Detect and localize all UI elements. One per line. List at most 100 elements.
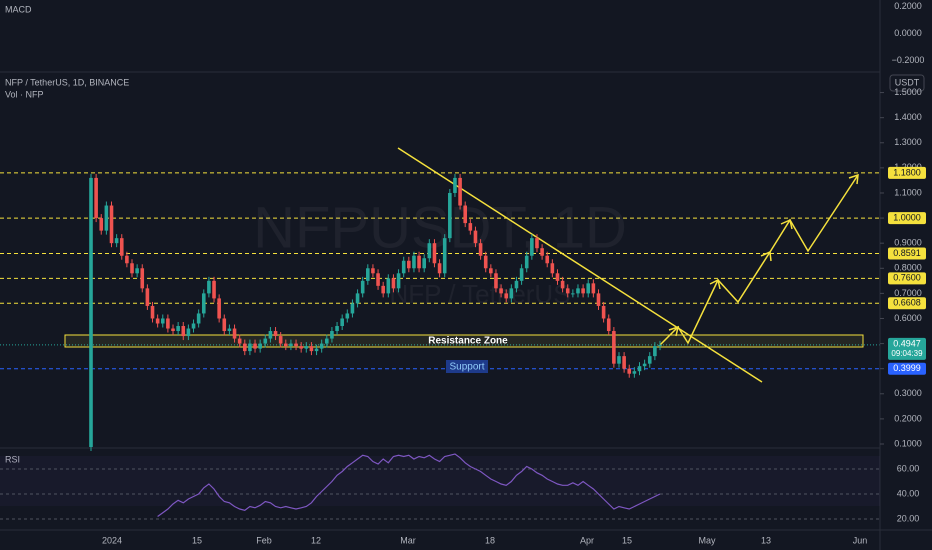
currency-box[interactable] [889, 74, 925, 92]
candle-body [647, 356, 652, 364]
watermark-sub: NFP / TetherUS [389, 279, 570, 309]
candle-body [366, 268, 370, 281]
level-tag-label: 0.8591 [893, 248, 921, 258]
candle-body [627, 368, 632, 374]
currency[interactable]: USDT [895, 77, 920, 87]
candle-body [227, 328, 232, 332]
candle-body [524, 255, 529, 269]
candle-body [514, 280, 519, 289]
level-tag [888, 297, 926, 310]
y-tick-label: 1.5000 [894, 87, 922, 97]
candle-body [145, 288, 150, 306]
y-tick-label: 1.4000 [894, 112, 922, 122]
arrowhead [780, 218, 793, 230]
candle-body [109, 205, 114, 244]
candle-body [237, 338, 242, 344]
x-tick-label: Feb [256, 535, 272, 545]
candle-body [407, 260, 411, 269]
y-tick-label: 0.1000 [894, 438, 922, 448]
support-label: Support [449, 362, 484, 373]
y-tick-label: 1.1000 [894, 187, 922, 197]
candle-body [412, 255, 416, 269]
candle-body [345, 313, 350, 319]
level-tag-label: 0.6608 [893, 298, 921, 308]
candle-body [304, 346, 309, 349]
candle-body [360, 280, 365, 294]
candle-body [371, 268, 375, 274]
candle-body [473, 230, 478, 244]
candle-body [104, 205, 109, 231]
arrowhead [760, 250, 772, 262]
watermark: NFPUSDT, 1D [253, 195, 627, 260]
candle-body [504, 293, 509, 299]
candle-body [89, 177, 93, 447]
candle-body [601, 305, 606, 319]
x-tick-label: 2024 [102, 535, 122, 545]
candle-body [545, 255, 550, 264]
candle-body [381, 285, 385, 294]
y-tick-label: 0.6000 [894, 313, 922, 323]
candle-body [201, 293, 206, 314]
macd-tick-label: 0.0000 [894, 28, 922, 38]
candle-body [586, 283, 591, 294]
candle-body [422, 258, 426, 269]
last-price-label: 0.4947 [893, 338, 921, 348]
candle-body [355, 293, 360, 304]
candle-body [376, 273, 380, 286]
candle-body [263, 338, 268, 344]
candle-body [181, 326, 186, 337]
candle-body [248, 343, 252, 352]
rsi-label: RSI [5, 454, 20, 464]
candle-body [448, 192, 452, 239]
candle-body [560, 280, 565, 289]
candle-body [268, 331, 273, 339]
x-tick-label: 12 [311, 535, 321, 545]
candle-body [258, 343, 262, 349]
candle-body [417, 255, 421, 269]
y-tick-label: 0.2000 [894, 413, 922, 423]
level-tag [888, 272, 926, 285]
candle-body [340, 318, 344, 327]
candle-body [176, 326, 180, 332]
candle-body [319, 343, 324, 349]
candle-body [458, 177, 462, 206]
candle-body [196, 313, 201, 324]
candle-body [401, 260, 406, 274]
candle-body [150, 305, 155, 319]
y-tick-label: 0.7000 [894, 288, 922, 298]
volume-label: Vol · NFP [5, 89, 44, 99]
candle-body [596, 293, 601, 306]
x-tick-label: Jun [853, 535, 868, 545]
rsi-tick-label: 60.00 [897, 463, 920, 473]
candle-body [437, 263, 442, 274]
arrowhead [668, 325, 680, 337]
candle-body [432, 243, 437, 264]
candle-body [658, 344, 662, 347]
candle-body [391, 278, 396, 289]
candle-body [314, 348, 319, 352]
level-tag [888, 247, 926, 260]
candle-body [160, 318, 165, 324]
candle-body [637, 366, 642, 372]
resistance-zone [64, 334, 864, 348]
candle-body [294, 343, 298, 347]
candle-body [335, 326, 339, 332]
arrowhead [848, 173, 859, 185]
macd-tick-label: 0.2000 [894, 1, 922, 11]
candle-body [186, 328, 191, 337]
y-tick-label: 0.9000 [894, 238, 922, 248]
candle-body [309, 346, 314, 352]
candle-body [396, 273, 401, 289]
candle-body [350, 303, 355, 314]
candle-body [289, 343, 293, 347]
arrowhead [709, 278, 721, 290]
candle-body [606, 318, 611, 332]
candle-body [540, 248, 544, 256]
candle-body [191, 323, 196, 329]
rsi-band [0, 456, 880, 506]
candle-body [212, 280, 216, 299]
y-tick-label: 0.3000 [894, 388, 922, 398]
last-price-tag [888, 337, 926, 360]
macd-label: MACD [5, 4, 32, 14]
